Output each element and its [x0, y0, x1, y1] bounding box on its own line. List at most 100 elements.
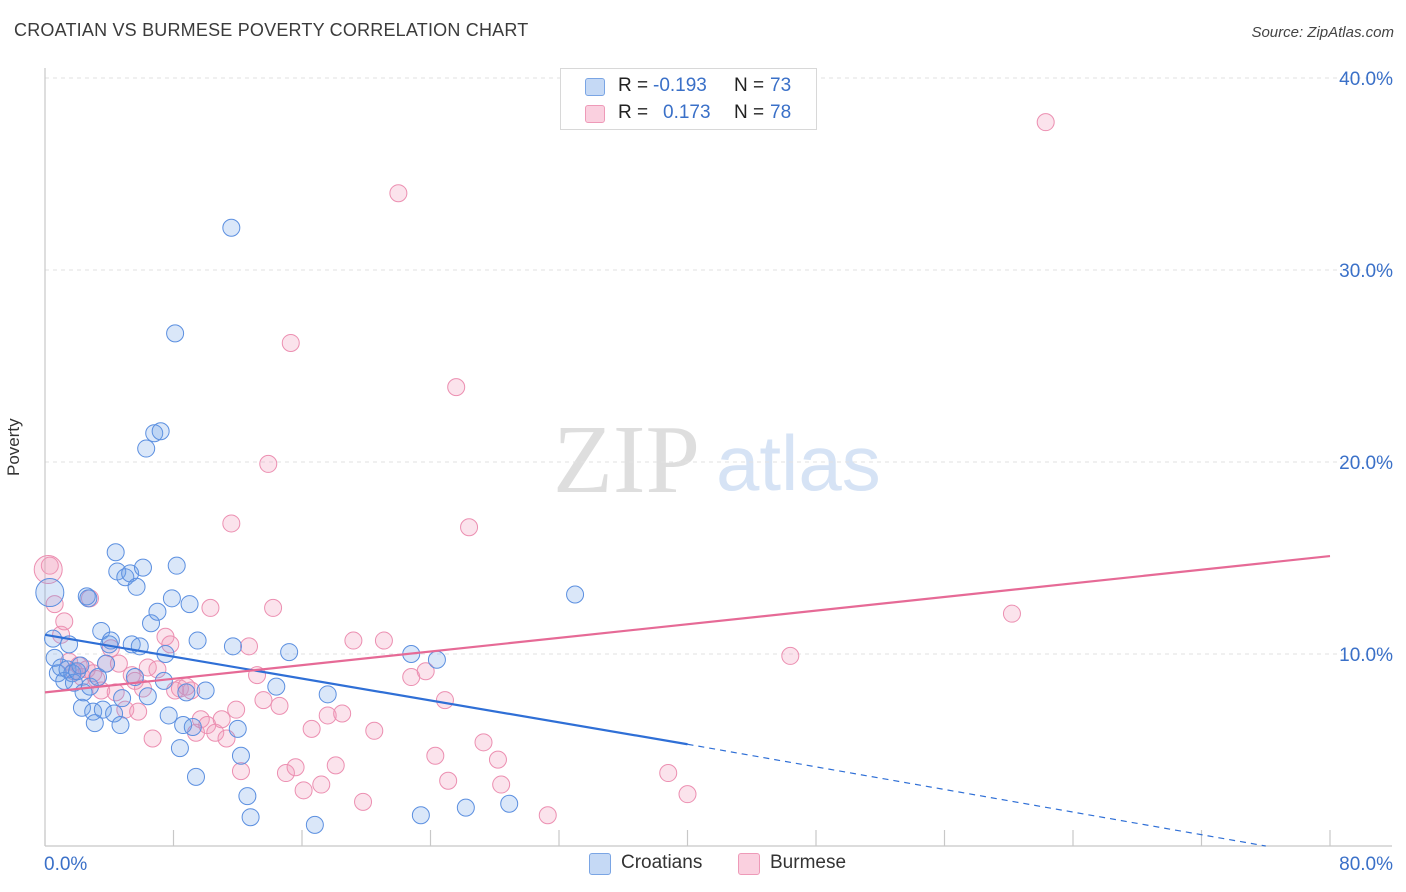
- croatian-point: [44, 629, 63, 648]
- burmese-points: [33, 113, 1055, 825]
- croatian-point: [145, 424, 164, 443]
- burmese-point: [781, 646, 800, 665]
- croatian-point: [566, 585, 585, 604]
- burmese-point: [254, 691, 273, 710]
- burmese-point: [678, 785, 697, 804]
- croatian-point: [318, 685, 337, 704]
- burmese-point: [365, 721, 384, 740]
- burmese-point: [286, 758, 305, 777]
- croatian-point: [68, 662, 87, 681]
- croatian-point: [72, 698, 91, 717]
- croatian-point: [196, 681, 215, 700]
- burmese-point: [264, 598, 283, 617]
- burmese-point: [488, 750, 507, 769]
- croatian-point: [125, 668, 144, 687]
- croatian-point: [148, 602, 167, 621]
- burmese-point: [33, 555, 63, 585]
- croatians-swatch: [585, 78, 605, 96]
- croatian-point: [127, 577, 146, 596]
- croatian-point: [456, 798, 475, 817]
- trend-lines: [44, 554, 1331, 847]
- burmese-point: [659, 764, 678, 783]
- croatians-n-label: N =: [734, 75, 765, 96]
- burmese-point: [318, 706, 337, 725]
- croatians-r-value: -0.193: [653, 75, 707, 96]
- burmese-point: [45, 595, 64, 614]
- y-tick-label: 10.0%: [1339, 645, 1393, 666]
- burmese-trend-line: [44, 554, 1331, 694]
- croatian-point: [280, 643, 299, 662]
- croatian-point: [89, 668, 108, 687]
- croatian-point: [427, 650, 446, 669]
- croatian-point: [188, 631, 207, 650]
- croatians-legend-label: Croatians: [621, 852, 703, 873]
- croatian-point: [92, 621, 111, 640]
- croatians-trend-line: [44, 633, 688, 746]
- source-label: Source: ZipAtlas.com: [1251, 24, 1394, 41]
- burmese-point: [435, 691, 454, 710]
- burmese-point: [222, 514, 241, 533]
- croatian-point: [159, 706, 178, 725]
- burmese-point: [538, 806, 557, 825]
- croatian-point: [241, 808, 260, 827]
- burmese-point: [326, 756, 345, 775]
- burmese-point: [109, 654, 128, 673]
- burmese-point: [40, 556, 59, 575]
- burmese-point: [148, 660, 167, 679]
- burmese-point: [259, 454, 278, 473]
- croatian-point: [142, 614, 161, 633]
- burmese-point: [129, 702, 148, 721]
- croatian-point: [223, 637, 242, 656]
- croatian-point: [97, 654, 116, 673]
- watermark: ZIP atlas: [553, 406, 881, 514]
- burmese-point: [239, 637, 258, 656]
- croatian-point: [180, 595, 199, 614]
- burmese-point: [276, 764, 295, 783]
- burmese-n-value: 78: [770, 102, 792, 123]
- grid: [45, 77, 1392, 655]
- burmese-point: [270, 696, 289, 715]
- croatian-point: [305, 815, 324, 834]
- burmese-point: [1036, 113, 1055, 132]
- x-tick-label-max: 80.0%: [1339, 854, 1393, 875]
- burmese-point: [447, 378, 466, 397]
- burmese-point: [294, 781, 313, 800]
- croatian-point: [228, 719, 247, 738]
- croatian-points: [35, 218, 585, 834]
- burmese-point: [439, 771, 458, 790]
- croatian-point: [186, 767, 205, 786]
- burmese-point: [312, 775, 331, 794]
- tick-labels: 10.0% 20.0% 30.0% 40.0% 0.0% 80.0%: [44, 69, 1393, 875]
- burmese-point: [426, 746, 445, 765]
- burmese-point: [143, 729, 162, 748]
- croatian-point: [162, 589, 181, 608]
- burmese-point: [161, 635, 180, 654]
- burmese-point: [389, 184, 408, 203]
- burmese-swatch: [585, 105, 605, 123]
- burmese-legend-label: Burmese: [770, 852, 847, 873]
- burmese-point: [492, 775, 511, 794]
- croatian-point: [137, 439, 156, 458]
- burmese-point: [354, 792, 373, 811]
- croatian-point: [45, 648, 64, 667]
- axes: [44, 68, 1392, 847]
- croatian-point: [113, 689, 132, 708]
- burmese-point: [55, 612, 74, 631]
- croatian-point: [105, 704, 124, 723]
- croatian-point: [222, 218, 241, 237]
- burmese-point: [302, 719, 321, 738]
- burmese-legend-swatch: [738, 853, 760, 875]
- croatian-point: [35, 578, 65, 608]
- croatian-point: [106, 543, 125, 562]
- burmese-point: [374, 631, 393, 650]
- croatians-trend-extension: [687, 743, 1266, 847]
- burmese-n-label: N =: [734, 102, 765, 123]
- croatian-point: [71, 656, 90, 675]
- croatian-point: [170, 739, 189, 758]
- y-tick-label: 40.0%: [1339, 69, 1393, 90]
- croatian-point: [238, 787, 257, 806]
- croatian-point: [166, 324, 185, 343]
- burmese-point: [416, 662, 435, 681]
- croatians-n-value: 73: [770, 75, 792, 96]
